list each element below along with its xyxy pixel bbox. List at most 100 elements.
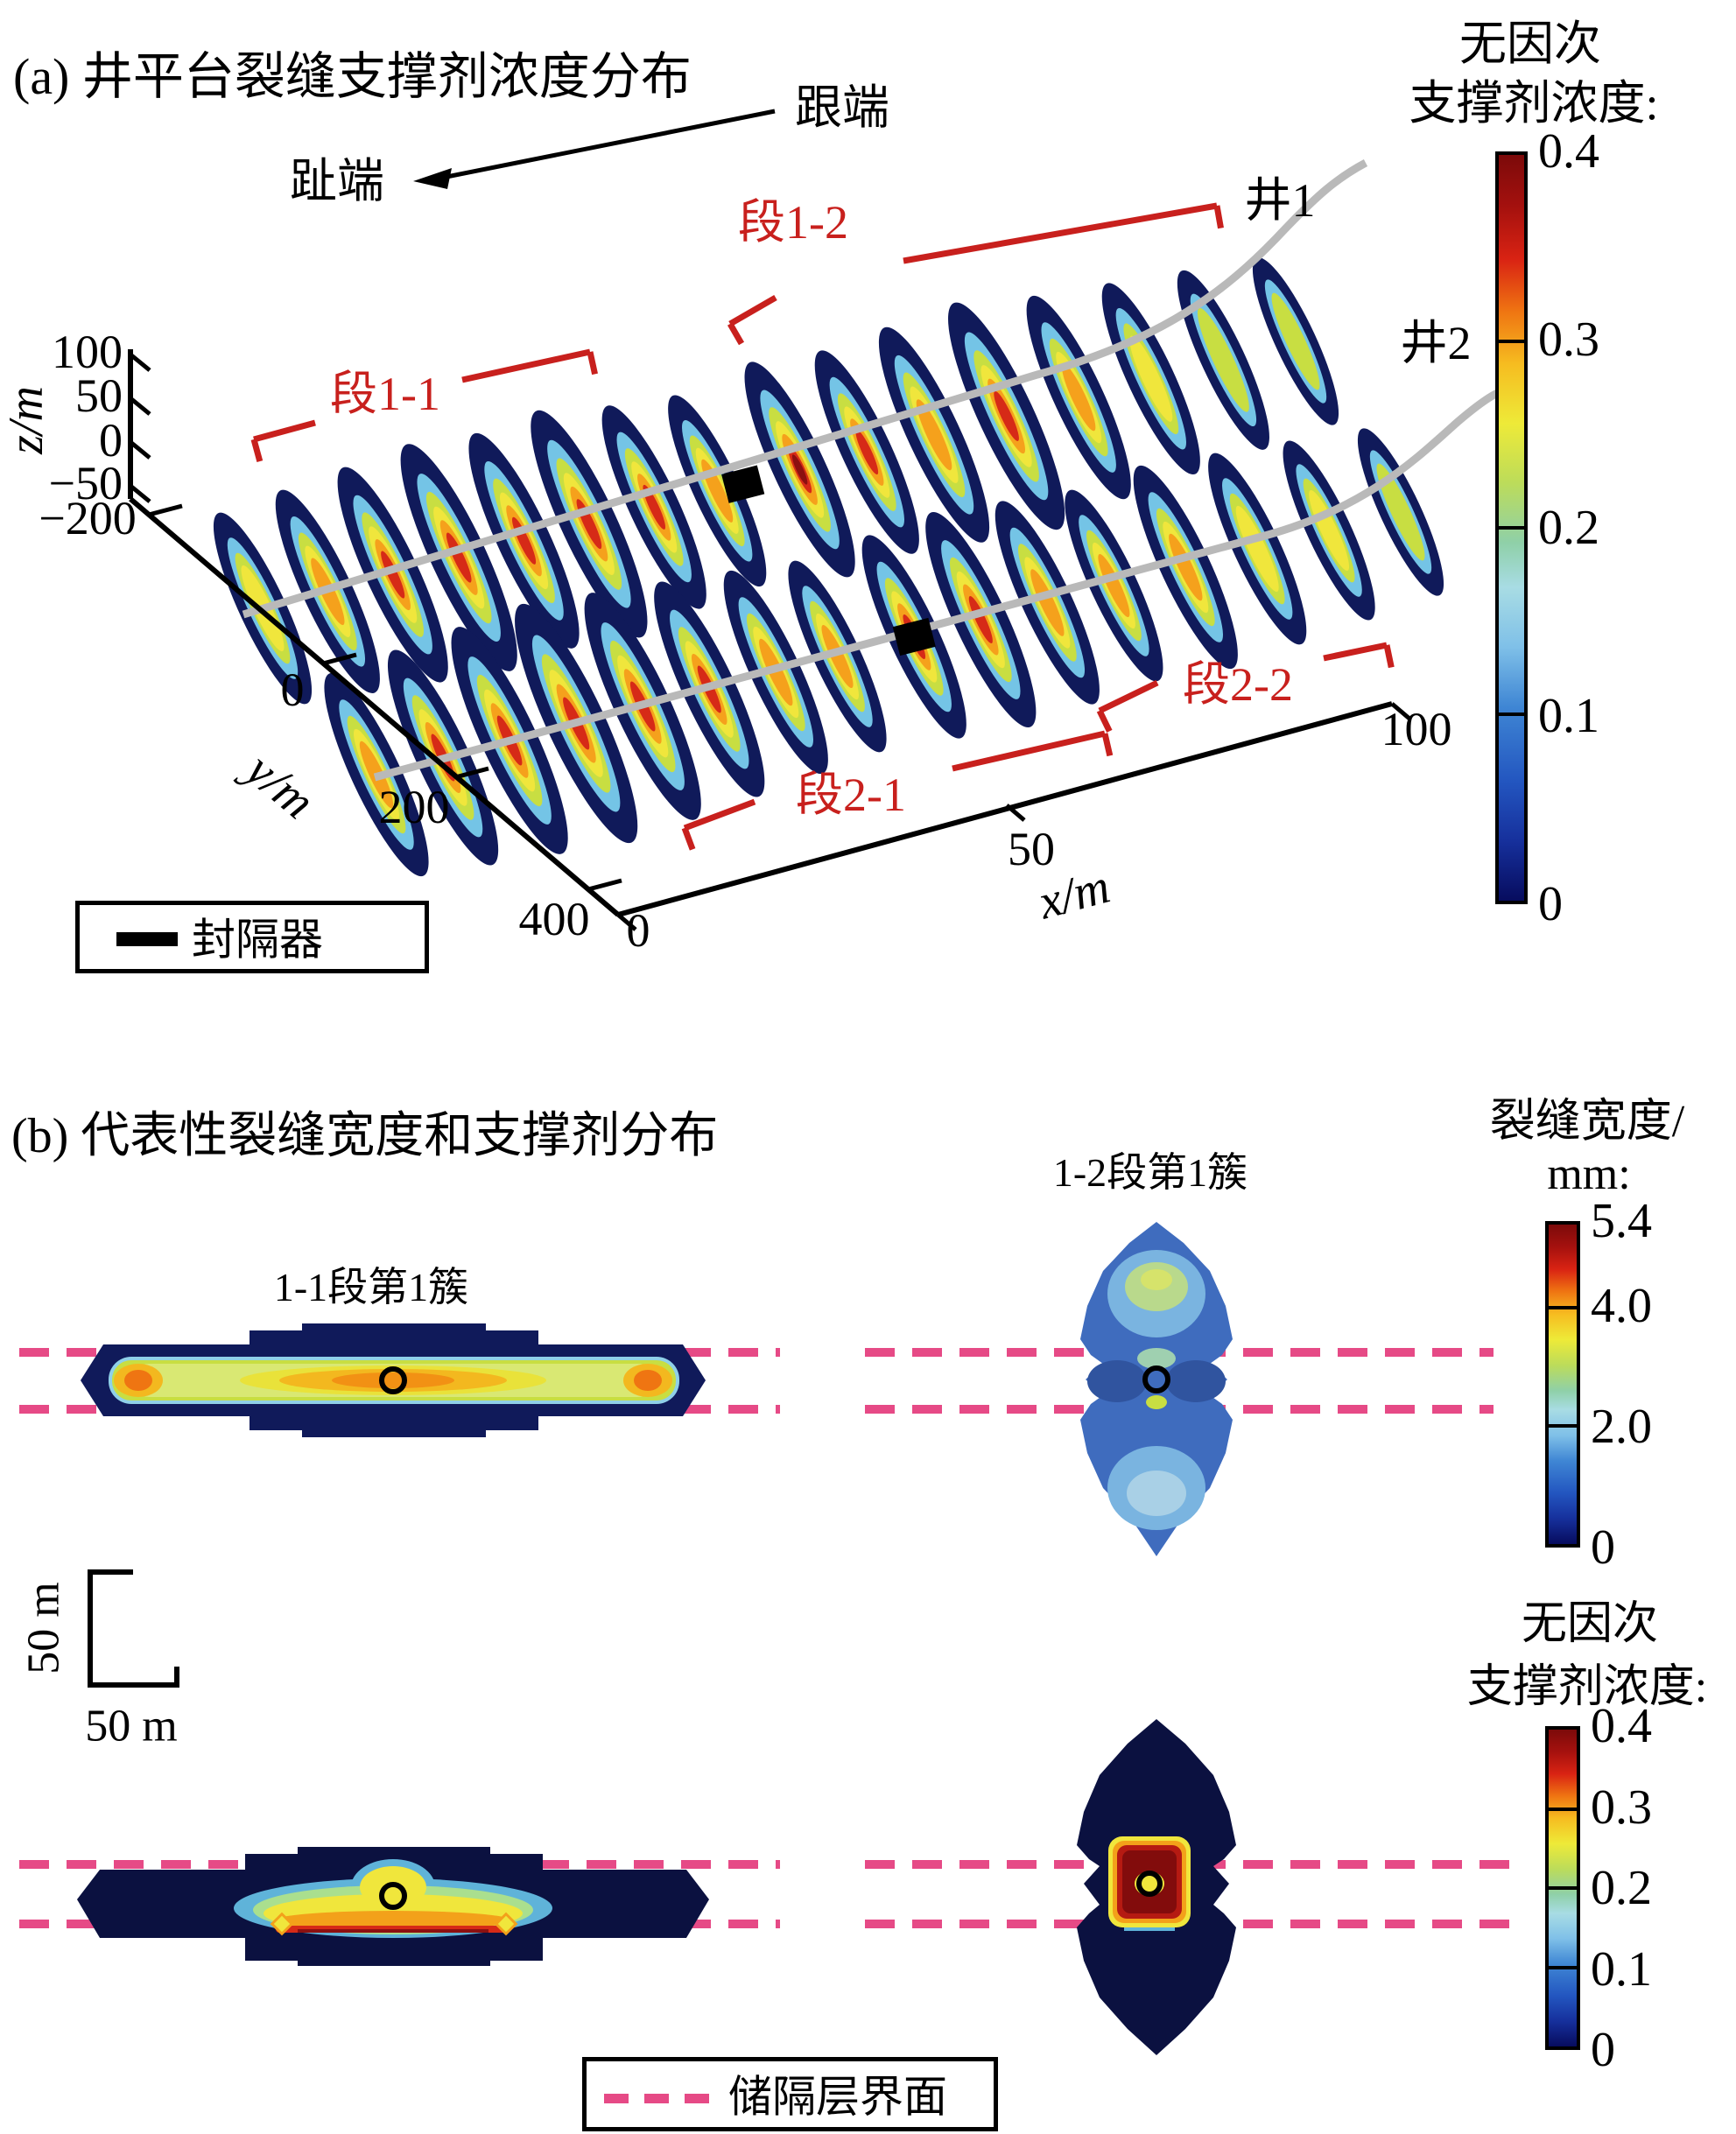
colorbar-a-title-line2: 支撑剂浓度: <box>1409 77 1659 130</box>
panel-a-title: (a) 井平台裂缝支撑剂浓度分布 <box>13 48 692 105</box>
z-tick <box>129 397 151 416</box>
toe-arrow-line <box>441 109 776 180</box>
contour-blob <box>1197 308 1249 412</box>
bracket-line <box>1098 679 1159 714</box>
contour-blob <box>1087 1360 1147 1402</box>
colorbar-fracture-width-tickline <box>1549 1305 1577 1309</box>
fracture-plane <box>531 410 648 638</box>
subplot-title-1-2: 1-2段第1簇 <box>1052 1150 1248 1195</box>
y-tick-label: −200 <box>39 492 136 544</box>
colorbar-fracture-width-tick-label: 2.0 <box>1591 1399 1652 1454</box>
legend-interface: 储隔层界面 <box>582 2057 998 2131</box>
bracket-line <box>461 348 591 383</box>
contour-blob <box>275 1911 511 1930</box>
legend-packer-label: 封隔器 <box>192 915 323 965</box>
fracture-plane <box>337 467 448 683</box>
scale-bar-vertical-label: 50 m <box>19 1582 69 1674</box>
contour-blob <box>916 399 952 471</box>
stage-bracket: 段2-1 <box>681 730 1114 851</box>
contour-blob <box>1146 1395 1167 1409</box>
x-tick <box>1390 702 1411 720</box>
colorbar-a-title-line1: 无因次 <box>1459 18 1601 70</box>
wellbore-circle <box>1142 1365 1170 1393</box>
colorbar-fracture-width-tick-label: 0 <box>1591 1520 1615 1575</box>
y-tick <box>454 766 489 780</box>
fracture-plane <box>668 395 767 587</box>
colorbar-proppant-b <box>1545 1726 1580 2050</box>
y-tick-label: 400 <box>519 893 590 945</box>
x-tick <box>616 913 637 931</box>
bracket-line <box>903 202 1218 264</box>
fracture-plane <box>1252 257 1339 425</box>
contour-blob <box>332 1372 454 1388</box>
x-axis <box>617 701 1393 917</box>
y-tick-label: 0 <box>281 663 305 716</box>
fracture-plane <box>1133 465 1238 670</box>
contour-blob <box>1098 553 1130 618</box>
contour-blob <box>1127 1471 1186 1516</box>
bracket-tick <box>1096 709 1113 733</box>
colorbar-proppant-b-tick-label: 0.1 <box>1591 1941 1652 1997</box>
contour-blob <box>124 1370 152 1391</box>
plot-conc-1-1 <box>77 1847 709 1966</box>
y-tick <box>148 503 183 517</box>
y-tick <box>587 878 622 892</box>
colorbar-conc-title-line1: 无因次 <box>1521 1599 1659 1649</box>
contour-blob <box>968 595 993 644</box>
contour-blob <box>994 390 1019 441</box>
x-tick-label: 100 <box>1381 703 1452 755</box>
contour-blob <box>1166 1360 1226 1402</box>
interface-dash-swatch-icon <box>604 2094 714 2103</box>
fracture-row-2 <box>324 381 1518 877</box>
colorbar-proppant-b-tick-label: 0 <box>1591 2023 1615 2077</box>
well-label-2: 井2 <box>1401 317 1472 369</box>
y-tick <box>322 652 357 666</box>
stage-bracket: 段1-1 <box>250 348 598 463</box>
fracture-plane <box>814 350 919 554</box>
y-tick-label: 200 <box>379 781 450 833</box>
bracket-tick <box>1213 205 1224 229</box>
well-trajectory-2 <box>373 381 1518 782</box>
z-axis-label: z/m <box>0 386 53 455</box>
contour-blob <box>1271 292 1320 390</box>
z-tick-label: 0 <box>99 414 123 467</box>
hot-spot <box>270 1912 294 1936</box>
plot-width-1-2 <box>1080 1222 1233 1556</box>
contour-blob <box>1169 533 1203 601</box>
stage-bracket: 段2-2 <box>1096 642 1395 733</box>
stage-label: 段1-1 <box>330 368 440 420</box>
contour-blob <box>821 624 854 689</box>
contour-blob <box>855 430 879 475</box>
fracture-plane <box>1177 270 1269 450</box>
contour-blob <box>1235 505 1279 593</box>
colorbar-proppant-a-tick-label: 0.3 <box>1538 312 1599 367</box>
scale-bar <box>88 1569 179 1688</box>
stage-bracket: 段1-2 <box>727 196 1224 346</box>
well-trajectory-1 <box>242 159 1368 619</box>
contour-blob <box>1062 363 1096 432</box>
fracture-plane <box>744 362 855 578</box>
colorbar-fracture-width <box>1545 1221 1580 1548</box>
wellbore-circle <box>1136 1871 1163 1897</box>
x-tick <box>1005 804 1026 822</box>
fracture-plane <box>1283 440 1375 621</box>
colorbar-fracture-width-tick-label: 4.0 <box>1591 1278 1652 1333</box>
packer-marker <box>721 465 765 503</box>
contour-blob <box>1129 335 1173 422</box>
wellbore-circle <box>379 1366 407 1394</box>
colorbar-fracture-width-tickline <box>1549 1423 1577 1428</box>
contour-blob <box>1030 569 1065 636</box>
z-tick-label: −50 <box>49 457 123 509</box>
wellbore-circle <box>379 1882 407 1910</box>
y-axis-label: y/m <box>232 740 325 830</box>
x-tick-label: 50 <box>1008 823 1055 875</box>
fracture-plane <box>995 501 1100 705</box>
bracket-tick <box>1101 733 1114 757</box>
contour-blob <box>1137 1348 1176 1369</box>
subplot-title-1-1: 1-1段第1簇 <box>273 1265 469 1309</box>
colorbar-proppant-b-tick-label: 0.4 <box>1591 1699 1652 1753</box>
colorbar-proppant-a-tickline <box>1499 713 1524 716</box>
fracture-plane <box>1065 489 1163 682</box>
